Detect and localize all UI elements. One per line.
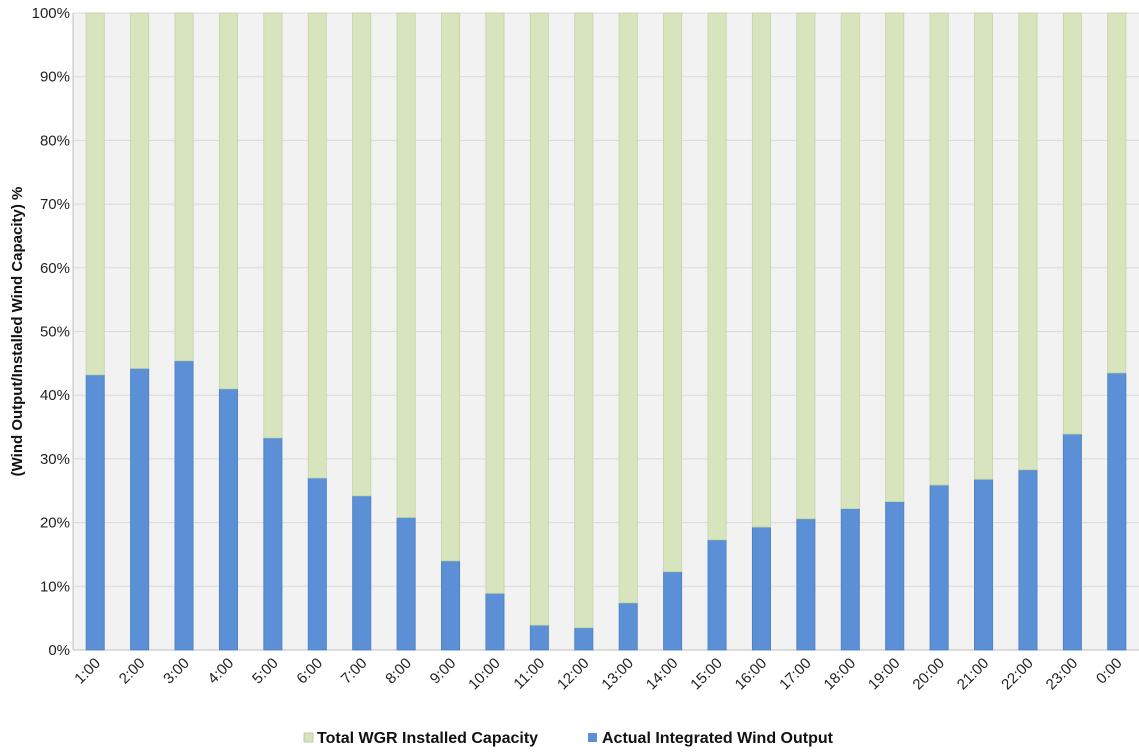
- bar-wind-output: [929, 484, 949, 651]
- bar-installed-capacity: [751, 12, 771, 528]
- bar-wind-output: [441, 560, 461, 651]
- x-tick-label: 8:00: [382, 655, 415, 688]
- x-tick-label: 21:00: [954, 655, 993, 694]
- bar-installed-capacity: [352, 12, 372, 497]
- bar-installed-capacity: [174, 12, 194, 362]
- bar-wind-output: [485, 592, 505, 651]
- x-tick-label: 9:00: [427, 655, 460, 688]
- bar-installed-capacity: [974, 12, 994, 480]
- bars: [85, 12, 1127, 651]
- bar-installed-capacity: [707, 12, 727, 541]
- x-tick-label: 19:00: [865, 655, 904, 694]
- bar-installed-capacity: [1107, 12, 1127, 374]
- bar-wind-output: [707, 539, 727, 651]
- bar-installed-capacity: [307, 12, 327, 479]
- y-axis-ticks: 0% 10% 20% 30% 40% 50% 60% 70% 80% 90% 100%: [32, 5, 70, 659]
- x-tick-label: 20:00: [909, 655, 948, 694]
- bar-wind-output: [663, 571, 683, 651]
- bar-installed-capacity: [218, 12, 238, 390]
- bar-wind-output: [218, 388, 238, 651]
- bar-installed-capacity: [796, 12, 816, 520]
- bar-installed-capacity: [574, 12, 594, 629]
- bar-installed-capacity: [85, 12, 105, 376]
- bar-wind-output: [1107, 372, 1127, 651]
- y-tick-label: 100%: [32, 5, 70, 22]
- bar-wind-output: [307, 477, 327, 651]
- x-tick-label: 23:00: [1043, 655, 1082, 694]
- bar-wind-output: [85, 374, 105, 651]
- x-tick-label: 16:00: [732, 655, 771, 694]
- bar-installed-capacity: [529, 12, 549, 626]
- x-tick-label: 2:00: [116, 655, 149, 688]
- x-tick-label: 7:00: [338, 655, 371, 688]
- legend: Total WGR Installed Capacity Actual Inte…: [303, 730, 834, 747]
- y-tick-label: 30%: [40, 451, 70, 468]
- bar-installed-capacity: [1062, 12, 1082, 435]
- y-tick-label: 0%: [48, 642, 70, 659]
- bar-wind-output: [796, 518, 816, 651]
- bar-wind-output: [840, 508, 860, 651]
- x-tick-label: 13:00: [598, 655, 637, 694]
- x-tick-label: 17:00: [776, 655, 815, 694]
- bar-installed-capacity: [441, 12, 461, 562]
- x-tick-label: 1:00: [71, 655, 104, 688]
- x-tick-label: 11:00: [510, 655, 548, 693]
- x-tick-label: 14:00: [643, 655, 682, 694]
- bar-wind-output: [751, 526, 771, 651]
- y-tick-label: 40%: [40, 387, 70, 404]
- legend-swatch-wind-output: [588, 733, 597, 742]
- bar-wind-output: [174, 360, 194, 651]
- bar-wind-output: [1018, 469, 1038, 651]
- y-tick-label: 10%: [40, 578, 70, 595]
- bar-installed-capacity: [885, 12, 905, 502]
- gridlines: [72, 12, 1139, 651]
- y-tick-label: 90%: [40, 69, 70, 86]
- x-tick-label: 0:00: [1093, 655, 1126, 688]
- bar-installed-capacity: [929, 12, 949, 486]
- y-tick-label: 20%: [40, 515, 70, 532]
- bar-installed-capacity: [840, 12, 860, 509]
- x-tick-label: 22:00: [998, 655, 1037, 694]
- x-tick-label: 18:00: [821, 655, 860, 694]
- bar-wind-output: [352, 495, 372, 651]
- x-tick-label: 15:00: [687, 655, 726, 694]
- bar-installed-capacity: [396, 12, 416, 518]
- x-tick-label: 3:00: [160, 655, 193, 688]
- legend-label-total-capacity: Total WGR Installed Capacity: [317, 730, 538, 747]
- legend-swatch-total-capacity: [303, 732, 314, 743]
- bar-wind-output: [130, 368, 150, 651]
- legend-label-wind-output: Actual Integrated Wind Output: [602, 730, 834, 747]
- bar-installed-capacity: [485, 12, 505, 594]
- bar-wind-output: [618, 602, 638, 651]
- x-tick-label: 10:00: [465, 655, 504, 694]
- y-tick-label: 70%: [40, 196, 70, 213]
- bar-wind-output: [574, 627, 594, 651]
- y-tick-label: 80%: [40, 132, 70, 149]
- x-tick-label: 12:00: [554, 655, 593, 694]
- bar-wind-output: [974, 478, 994, 651]
- y-tick-label: 60%: [40, 260, 70, 277]
- x-tick-label: 6:00: [293, 655, 326, 688]
- bar-installed-capacity: [130, 12, 150, 369]
- x-tick-label: 4:00: [205, 655, 238, 688]
- bar-installed-capacity: [618, 12, 638, 604]
- bar-wind-output: [529, 624, 549, 651]
- bar-wind-output: [885, 501, 905, 651]
- y-axis-label: (Wind Output/Installed Wind Capacity) %: [9, 187, 26, 477]
- bar-wind-output: [1062, 433, 1082, 651]
- y-tick-label: 50%: [40, 324, 70, 341]
- x-axis-ticks: 1:00 2:00 3:00 4:00 5:00 6:00 7:00 8:00 9:00 10:0…: [71, 655, 1125, 694]
- x-tick-label: 5:00: [249, 655, 282, 688]
- bar-installed-capacity: [663, 12, 683, 573]
- bar-installed-capacity: [263, 12, 283, 439]
- bar-installed-capacity: [1018, 12, 1038, 471]
- bar-wind-output: [396, 517, 416, 651]
- bar-wind-output: [263, 437, 283, 651]
